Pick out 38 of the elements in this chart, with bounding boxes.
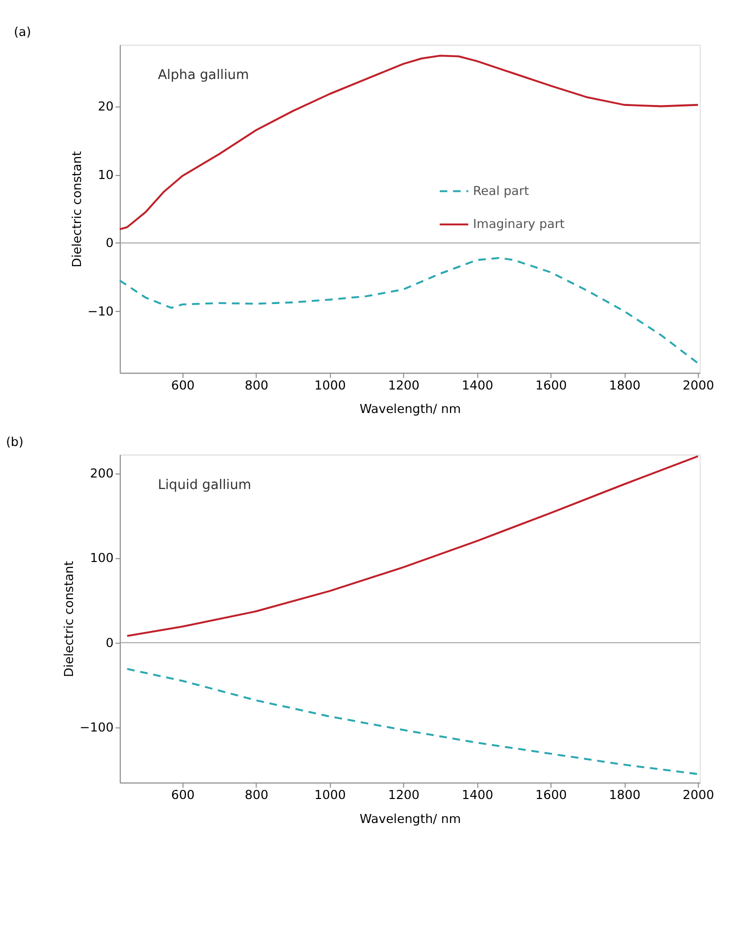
line-series xyxy=(126,455,699,637)
x-tick-label: 1600 xyxy=(535,378,567,392)
x-tick-label: 1800 xyxy=(609,788,641,802)
text: (b) xyxy=(6,434,24,449)
x-tick-label: 800 xyxy=(244,378,268,392)
legend-label: Real part xyxy=(473,184,530,198)
x-tick-label: 1400 xyxy=(462,378,494,392)
y-axis-title: Dielectric constant xyxy=(62,560,76,678)
line-series xyxy=(118,54,699,230)
y-tick-label: 10 xyxy=(98,168,114,182)
x-tick-label: 1400 xyxy=(462,788,494,802)
x-tick-label: 2000 xyxy=(682,788,714,802)
y-tick-label: 20 xyxy=(98,100,114,114)
y-tick-label: 100 xyxy=(90,551,114,566)
legend-label: Imaginary part xyxy=(473,217,565,232)
y-axis-title: Dielectric constant xyxy=(70,150,84,268)
y-tick-label: −10 xyxy=(88,304,114,319)
x-tick-label: 1000 xyxy=(314,378,346,392)
text: (a) xyxy=(14,25,32,40)
x-axis-title: Wavelength/ nm xyxy=(360,812,461,826)
x-tick-label: 1200 xyxy=(388,788,420,802)
x-axis-title: Wavelength/ nm xyxy=(360,402,461,416)
x-tick-label: 1800 xyxy=(609,378,641,392)
annotation: Alpha gallium xyxy=(158,68,249,83)
line-series xyxy=(118,257,699,364)
x-tick-label: 600 xyxy=(171,378,195,392)
y-tick-label: 0 xyxy=(106,636,114,650)
x-tick-label: 800 xyxy=(244,788,268,802)
x-tick-label: 1000 xyxy=(314,788,346,802)
annotation: Liquid gallium xyxy=(158,478,252,493)
y-tick-label: −100 xyxy=(80,720,114,735)
y-tick-label: 200 xyxy=(90,466,114,480)
x-tick-label: 2000 xyxy=(682,378,714,392)
line-series xyxy=(126,668,699,776)
x-tick-label: 1600 xyxy=(535,788,567,802)
x-tick-label: 1200 xyxy=(388,378,420,392)
x-tick-label: 600 xyxy=(171,788,195,802)
y-tick-label: 0 xyxy=(106,236,114,250)
